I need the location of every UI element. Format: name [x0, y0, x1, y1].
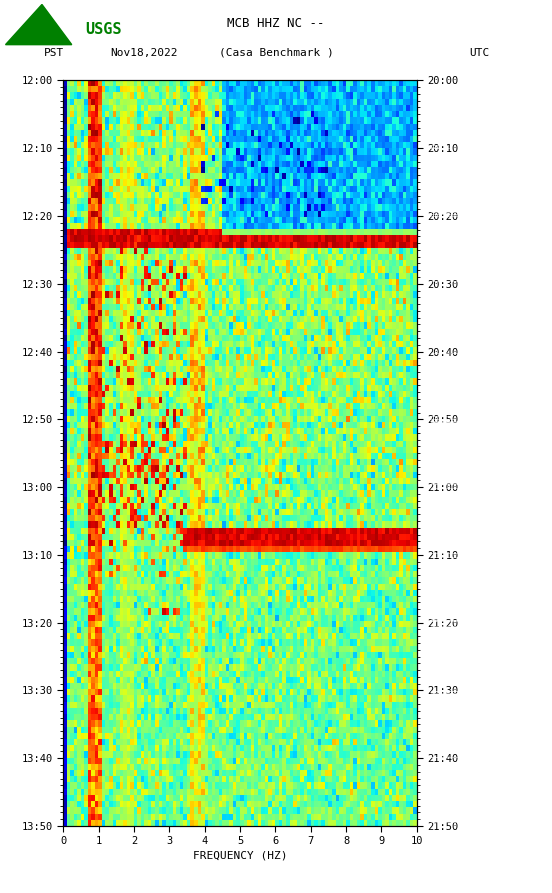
Text: PST: PST	[44, 47, 65, 58]
Text: (Casa Benchmark ): (Casa Benchmark )	[219, 47, 333, 58]
Polygon shape	[6, 4, 72, 45]
Text: USGS: USGS	[85, 21, 121, 37]
Text: MCB HHZ NC --: MCB HHZ NC --	[227, 16, 325, 29]
Text: Nov18,2022: Nov18,2022	[110, 47, 178, 58]
Text: UTC: UTC	[469, 47, 490, 58]
X-axis label: FREQUENCY (HZ): FREQUENCY (HZ)	[193, 851, 288, 861]
